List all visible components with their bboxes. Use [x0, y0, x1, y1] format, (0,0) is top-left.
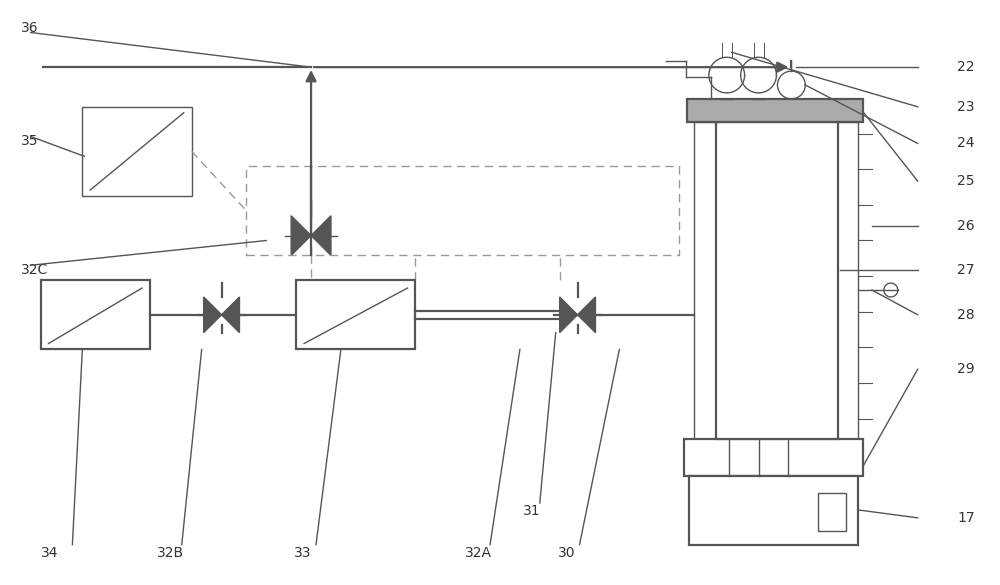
Text: 31: 31 — [523, 504, 540, 518]
Text: 32B: 32B — [157, 545, 184, 559]
Text: 35: 35 — [21, 135, 38, 149]
Polygon shape — [222, 297, 239, 333]
Text: 36: 36 — [21, 20, 38, 35]
Text: 17: 17 — [957, 511, 975, 525]
Polygon shape — [578, 297, 595, 333]
Text: 25: 25 — [957, 174, 975, 188]
Text: 23: 23 — [957, 100, 975, 113]
Polygon shape — [311, 216, 331, 256]
Text: 29: 29 — [957, 362, 975, 376]
Polygon shape — [291, 216, 311, 256]
Text: 26: 26 — [957, 219, 975, 233]
Text: 32A: 32A — [465, 545, 492, 559]
Bar — [687, 99, 863, 122]
Text: 24: 24 — [957, 136, 975, 150]
Text: 34: 34 — [41, 545, 58, 559]
Bar — [82, 107, 192, 196]
Bar — [818, 493, 846, 531]
Text: 22: 22 — [957, 60, 975, 74]
Text: 27: 27 — [957, 263, 975, 277]
Text: 33: 33 — [294, 545, 312, 559]
Polygon shape — [204, 297, 222, 333]
Bar — [296, 280, 415, 349]
Bar — [694, 122, 858, 439]
Bar — [41, 280, 150, 349]
Text: 30: 30 — [558, 545, 575, 559]
Bar — [716, 122, 838, 439]
Text: 32C: 32C — [21, 263, 48, 277]
Polygon shape — [560, 297, 578, 333]
Bar — [684, 439, 863, 476]
Bar — [689, 476, 858, 545]
Text: 28: 28 — [957, 308, 975, 322]
